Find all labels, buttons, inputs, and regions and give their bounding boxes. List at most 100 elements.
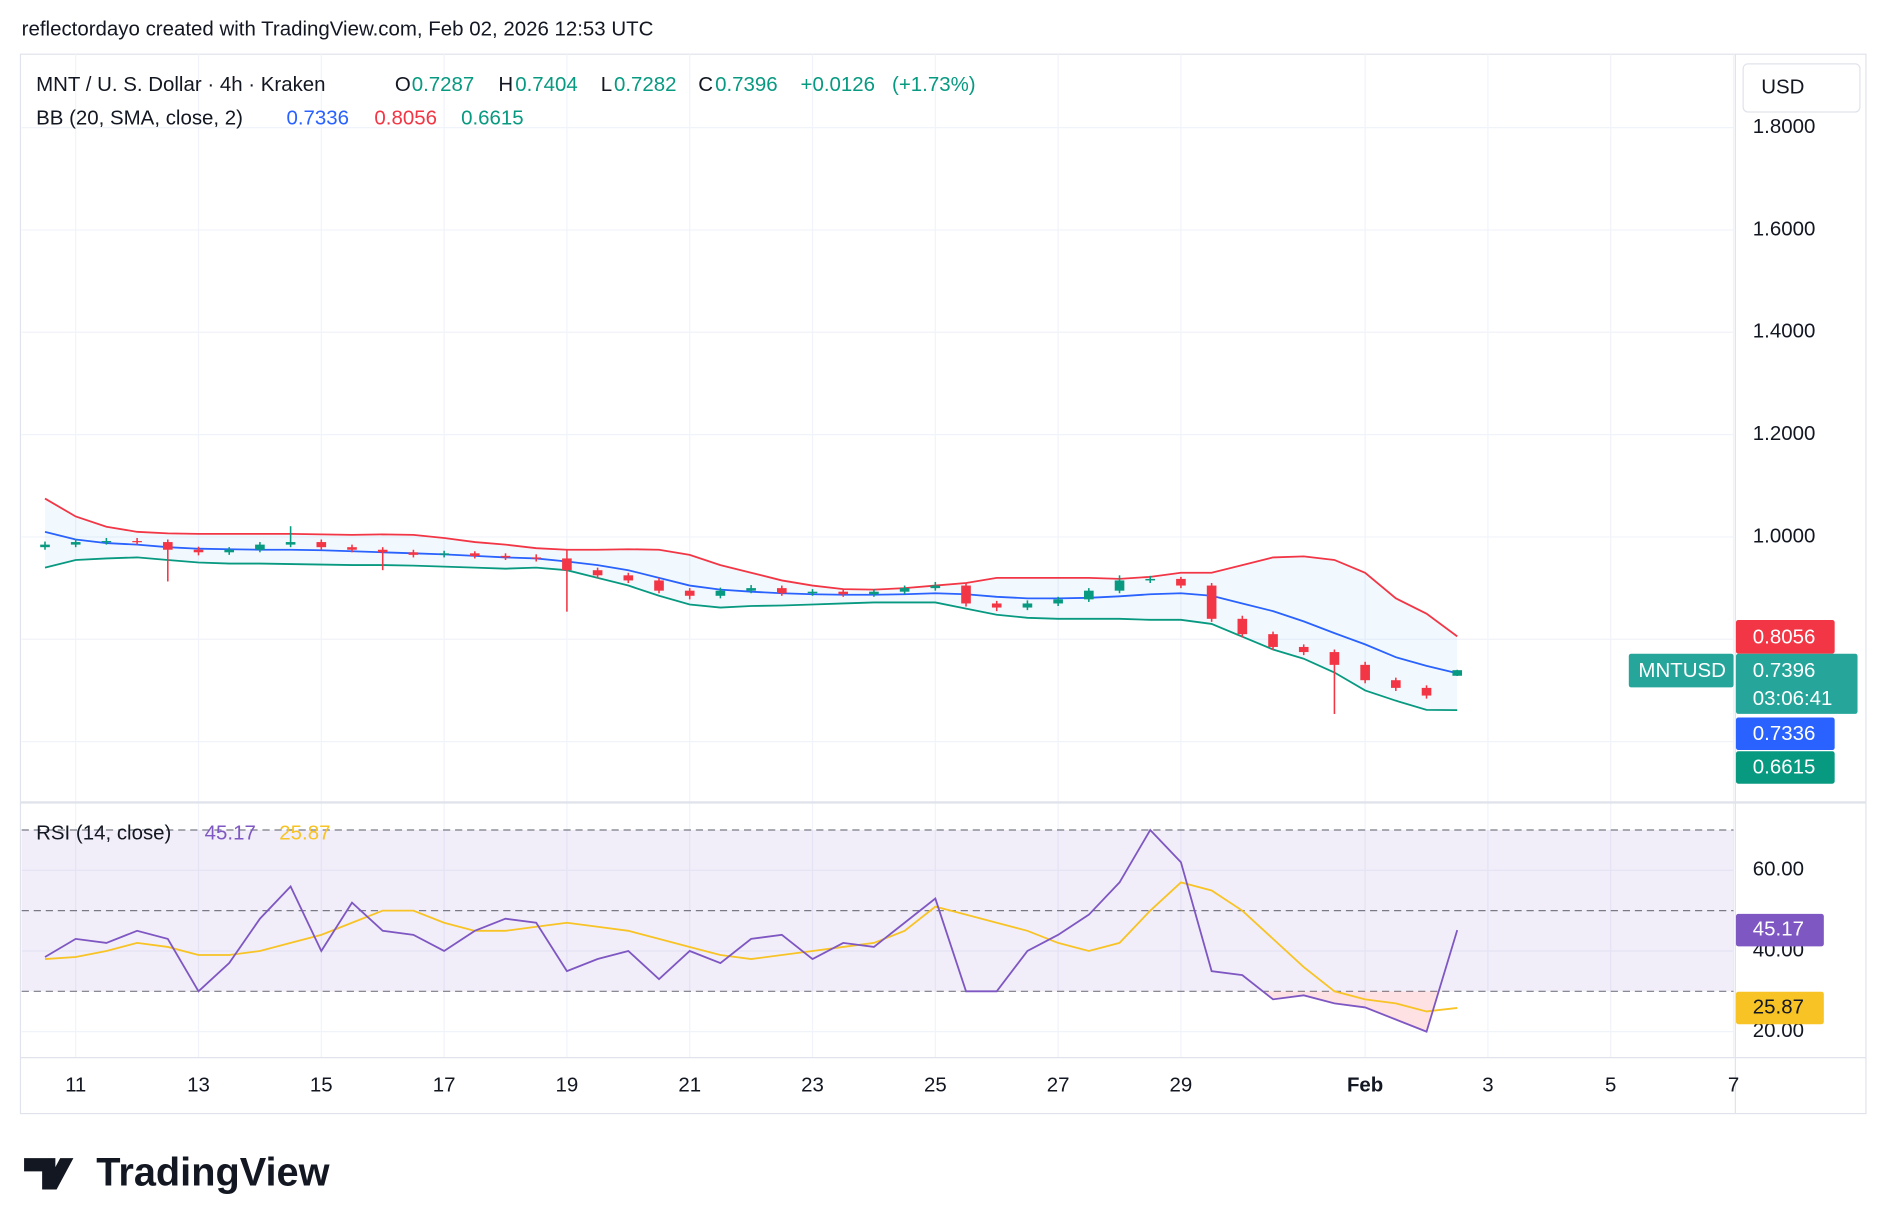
bb-upper-value: 0.8056 [374, 107, 437, 130]
grid-layer [21, 54, 1735, 1058]
candle-body [347, 547, 357, 550]
candle-body [469, 553, 480, 556]
low-value: 0.7282 [614, 73, 677, 96]
rsi-tag-text: 25.87 [1753, 995, 1804, 1018]
y-tick-label: 1.0000 [1753, 524, 1816, 547]
y-tick-label: 1.4000 [1753, 320, 1816, 343]
rsi-tag-text: 45.17 [1753, 918, 1804, 941]
x-tick-label: 7 [1728, 1073, 1739, 1096]
x-tick-label: 29 [1170, 1073, 1193, 1096]
symbol-tag [1628, 653, 1734, 688]
candle-body [1145, 578, 1156, 581]
candle-body [1421, 687, 1432, 696]
candle-body [40, 544, 50, 548]
candle-body [1114, 580, 1125, 591]
candle-body [162, 542, 173, 550]
candle-body [132, 541, 142, 543]
candle-body [930, 585, 941, 589]
high-value: 0.7404 [515, 73, 578, 96]
candle-body [70, 542, 81, 545]
close-value: 0.7396 [715, 73, 778, 96]
candle-body [592, 570, 603, 576]
rsi-tags: 45.17 25.87 [1735, 913, 1824, 1025]
change-pct: (+1.73%) [892, 73, 976, 96]
rsi-value: 45.17 [205, 822, 256, 845]
bb-basis-value: 0.7336 [287, 107, 350, 130]
open-value: 0.7287 [412, 73, 475, 96]
candle-body [285, 542, 296, 545]
candle-body [1237, 618, 1248, 635]
candle-body [746, 588, 756, 591]
bb-title: BB (20, SMA, close, 2) [36, 107, 243, 130]
y-tick-label: 60.00 [1753, 858, 1804, 881]
ohlc-letter: O [395, 73, 411, 96]
price-tag-text: 0.7396 [1753, 659, 1816, 682]
rsi-line [44, 828, 1459, 1033]
candle-body [777, 588, 787, 594]
rsi-ma-line [44, 881, 1458, 1013]
basis-tag-text: 0.7336 [1753, 722, 1816, 745]
band-fill [45, 498, 1458, 711]
header: reflectordayo created with TradingView.c… [22, 18, 654, 41]
candle-body [500, 555, 511, 558]
candle-body [1360, 664, 1370, 681]
bb-lower-value: 0.6615 [461, 107, 524, 130]
x-tick-label: 21 [678, 1073, 701, 1096]
candle-body [408, 552, 419, 555]
candle-body [654, 580, 664, 591]
candle-body [715, 590, 726, 596]
x-tick-label: 3 [1482, 1073, 1493, 1096]
x-tick-label: 15 [310, 1073, 333, 1096]
currency[interactable]: USD [1761, 75, 1804, 98]
symbol-title: MNT / U. S. Dollar · 4h · Kraken [36, 73, 325, 96]
x-tick-label: 5 [1605, 1073, 1616, 1096]
x-tick-label: 19 [556, 1073, 579, 1096]
candle-body [1391, 680, 1401, 688]
candle-body [899, 588, 910, 592]
candle-body [1452, 670, 1463, 676]
candle-body [255, 544, 265, 550]
marks-layer [21, 497, 1734, 1033]
y-tick-label: 1.8000 [1753, 115, 1816, 138]
x-tick-label: 27 [1047, 1073, 1070, 1096]
x-tick-label: 23 [801, 1073, 824, 1096]
candle-body [1176, 578, 1186, 586]
symbol-tag-text: MNTUSD [1638, 659, 1726, 682]
candle-body [961, 585, 971, 604]
y-tick-label: 20.00 [1753, 1019, 1804, 1042]
rsi-tag [1735, 991, 1824, 1025]
candle-body [439, 553, 449, 555]
candle-body [377, 549, 388, 553]
oversold-fill [45, 991, 1458, 1032]
upper-tag [1735, 620, 1835, 654]
candle-body [1206, 585, 1217, 619]
rsi-title: RSI (14, close) [36, 822, 171, 845]
currency-button[interactable] [1742, 63, 1861, 113]
candle-body [684, 590, 695, 596]
candle-body [807, 591, 818, 594]
candle-body [1053, 599, 1063, 604]
candle-body [101, 541, 112, 543]
candle-body [623, 575, 634, 581]
upper-tag-text: 0.8056 [1753, 625, 1816, 648]
candle-body [193, 549, 204, 553]
candle-body [838, 591, 849, 595]
price-tag [1735, 653, 1858, 714]
candle-body [562, 558, 572, 571]
y-tick-label: 1.2000 [1753, 422, 1816, 445]
logo-mark [24, 1158, 74, 1190]
candle-body [1329, 652, 1340, 665]
frame [19, 53, 1867, 1115]
candle-body [991, 603, 1002, 608]
logo-text: TradingView [96, 1150, 329, 1194]
bb-upper [44, 497, 1458, 638]
lower-tag-text: 0.6615 [1753, 755, 1816, 778]
change: +0.0126 [801, 73, 876, 96]
rsi-tag [1735, 913, 1824, 947]
ohlc-letter: C [698, 73, 713, 96]
bb-lower [44, 556, 1458, 712]
candle-body [1084, 590, 1094, 600]
ohlc-letter: H [498, 73, 513, 96]
